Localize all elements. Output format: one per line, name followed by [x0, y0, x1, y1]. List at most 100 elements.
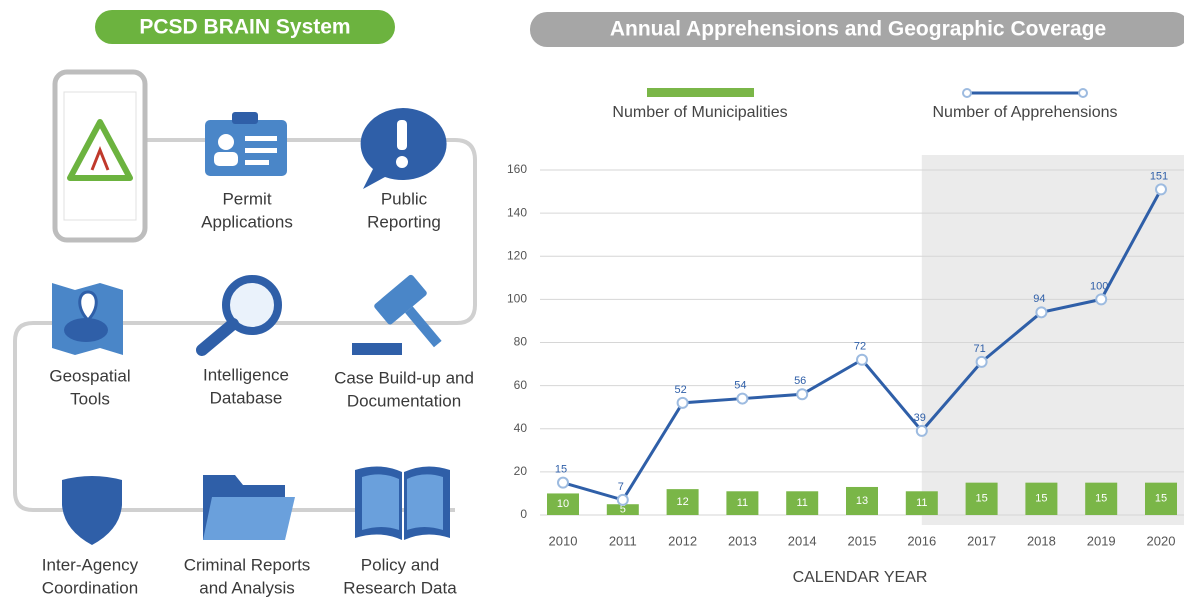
- id-line: [245, 148, 277, 153]
- node-label: Reporting: [367, 212, 441, 231]
- bar: [1145, 482, 1177, 515]
- chart-title: Annual Apprehensions and Geographic Cove…: [610, 18, 1106, 41]
- plot: 0 20 40 60 80 100 120 140 160 2010 2011 2012 2013 201…: [507, 88, 1184, 548]
- point: [856, 353, 868, 366]
- x-axis-label: CALENDAR YEAR: [793, 569, 928, 586]
- point-label: 94: [1033, 293, 1045, 305]
- bar: [786, 491, 819, 515]
- x-tick-label: 2019: [1087, 533, 1116, 548]
- magnifier-handle: [196, 318, 239, 356]
- node-label: Intelligence: [203, 365, 289, 384]
- book-page: [407, 474, 443, 530]
- legend-label: Number of Municipalities: [612, 104, 787, 121]
- logo-detail: [90, 145, 110, 171]
- exclaim: [397, 120, 407, 150]
- node-label: Geospatial: [49, 366, 130, 385]
- bar-label: 11: [796, 497, 807, 509]
- x-tick-label: 2011: [609, 533, 637, 548]
- bar-label: 15: [1095, 493, 1107, 505]
- bar-label: 11: [737, 497, 748, 509]
- y-tick-label: 140: [507, 205, 527, 219]
- x-tick-label: 2017: [967, 533, 996, 548]
- bar-label: 15: [1035, 493, 1047, 505]
- shield-icon: [62, 476, 122, 545]
- y-tick-label: 120: [507, 248, 527, 262]
- node-label: Policy and: [361, 555, 439, 574]
- point: [616, 493, 629, 506]
- node-label: Case Build-up and: [334, 368, 474, 387]
- legend-swatch: [647, 88, 754, 97]
- x-tick-label: 2014: [788, 533, 817, 548]
- magnifier: [222, 275, 282, 335]
- bar: [1085, 482, 1118, 515]
- legend-point: [962, 88, 972, 98]
- point-label: 56: [794, 375, 806, 387]
- y-tick-label: 160: [507, 162, 527, 176]
- bar-label: 13: [856, 495, 868, 507]
- bar: [846, 486, 878, 515]
- gavel-base: [352, 343, 402, 355]
- y-tick-label: 40: [514, 421, 528, 435]
- node-label: Applications: [201, 212, 293, 231]
- point: [975, 355, 988, 368]
- bar: [606, 504, 639, 515]
- gavel-head: [374, 274, 427, 325]
- bar: [1025, 482, 1058, 515]
- id-line: [245, 160, 269, 165]
- point-label: 72: [854, 341, 866, 353]
- point: [676, 396, 689, 409]
- node-label: Documentation: [347, 391, 461, 410]
- point: [796, 388, 809, 401]
- id-face: [218, 134, 234, 150]
- bar: [965, 482, 998, 515]
- bar: [666, 489, 699, 515]
- point-label: 7: [618, 481, 624, 493]
- bar-label: 11: [916, 497, 927, 509]
- point: [1035, 306, 1048, 319]
- point: [557, 476, 569, 489]
- chart-title-pill: [530, 12, 1184, 47]
- y-tick-label: 0: [520, 507, 527, 521]
- node-label: Permit: [222, 189, 271, 208]
- id-body: [214, 152, 238, 166]
- point-label: 52: [674, 384, 686, 396]
- bar-label: 15: [975, 493, 987, 505]
- y-tick-label: 60: [514, 378, 528, 392]
- node-label: and Analysis: [199, 578, 294, 597]
- point-label: 15: [555, 464, 567, 476]
- bar: [547, 493, 579, 515]
- bar-label: 5: [620, 504, 626, 516]
- point-label: 54: [734, 379, 746, 391]
- x-tick-label: 2015: [848, 533, 877, 548]
- bar: [905, 491, 938, 515]
- map-pin: [78, 290, 98, 323]
- x-tick-label: 2020: [1147, 533, 1176, 548]
- bar-label: 10: [557, 498, 569, 510]
- highlight-region: [921, 155, 1184, 525]
- book-page: [362, 474, 399, 530]
- node-label: Tools: [70, 389, 110, 408]
- point-label: 39: [914, 412, 926, 424]
- exclaim-dot: [396, 156, 408, 168]
- folder-front: [203, 497, 295, 540]
- point: [1095, 293, 1108, 306]
- y-tick-label: 80: [514, 335, 528, 349]
- point: [736, 392, 749, 405]
- node-label: Research Data: [343, 578, 457, 597]
- brain-diagram: PCSD BRAIN System: [13, 10, 477, 597]
- legend-label: Number of Apprehensions: [933, 104, 1118, 121]
- bar-label: 15: [1155, 493, 1167, 505]
- point-label: 151: [1150, 170, 1168, 182]
- point: [1155, 183, 1167, 196]
- node-label: Criminal Reports: [184, 555, 311, 574]
- bar-label: 12: [676, 496, 688, 508]
- node-label: Public: [381, 189, 428, 208]
- point: [915, 424, 928, 437]
- point-label: 71: [973, 343, 985, 355]
- gavel-handle: [405, 306, 442, 348]
- x-tick-label: 2013: [728, 533, 757, 548]
- map-land: [64, 318, 108, 342]
- id-line: [245, 136, 277, 141]
- x-tick-label: 2010: [549, 533, 578, 548]
